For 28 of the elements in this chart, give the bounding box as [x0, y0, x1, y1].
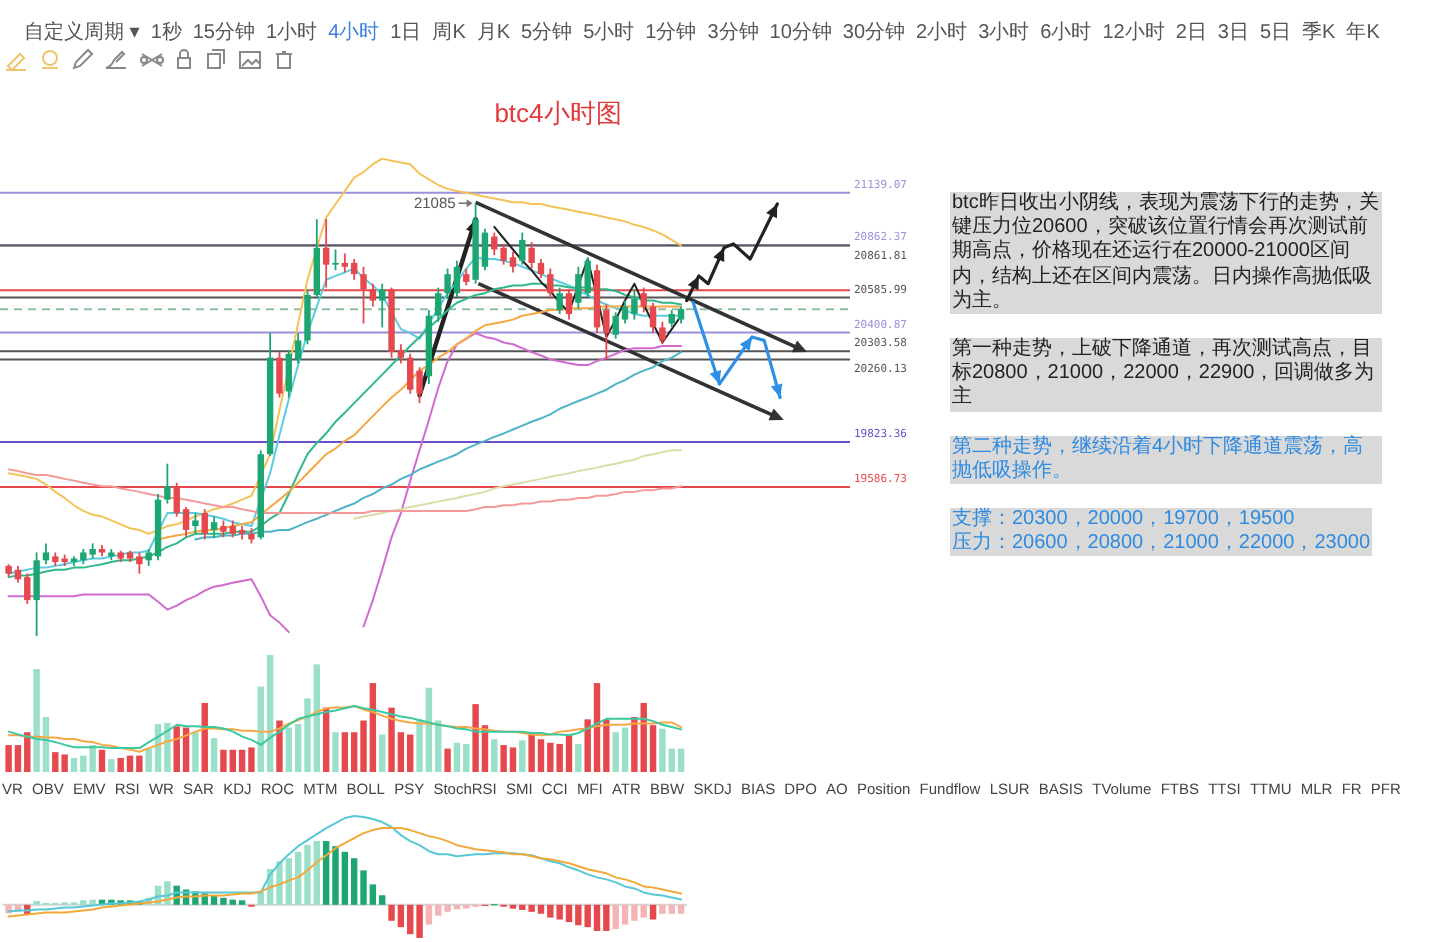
text: 6小时 — [1040, 20, 1092, 44]
text: 1小时 — [266, 20, 318, 44]
text: btc昨日收出小阴线，表现为震荡下行的走势，关键压力位20600，突破该位置行情会再次测试前期高点，价格现在还运行在20000-21000区间内，结构上还在区间内震荡。日内操作高抛低吸为主。 — [950, 192, 1382, 315]
text: 2日 — [1175, 22, 1207, 44]
text: 30分钟 — [842, 20, 906, 44]
text: 年K — [1346, 20, 1381, 44]
text: 月K — [476, 22, 511, 44]
text: 10分钟 — [769, 20, 832, 44]
text: 1秒 — [150, 20, 182, 44]
text: 5小时 — [583, 20, 635, 44]
text: 1分钟 — [645, 20, 697, 44]
text: 第二种走势，继续沿着4小时下降通道震荡，高抛低吸操作。 — [950, 436, 1382, 485]
text: 2小时 — [916, 20, 968, 44]
text: 12小时 — [1102, 20, 1165, 44]
text: 5分钟 — [521, 20, 573, 44]
text: 3小时 — [978, 20, 1030, 44]
chart-title: btc4小时图 — [494, 98, 622, 128]
text: 15分钟 — [192, 20, 255, 44]
text: 3日 — [1217, 22, 1249, 44]
text: 支撑：20300，20000，19700，19500 压力：20600，20800，21000，22000，23000 — [950, 508, 1373, 557]
text: 5日 — [1259, 22, 1292, 44]
text: 周K — [432, 22, 467, 44]
text: 4小时 — [328, 20, 380, 44]
text: 自定义周期 ▾ — [24, 20, 140, 44]
text: 第一种走势，上破下降通道，再次测试高点，目标20800，21000，22000，22900，回调做多为主 — [950, 338, 1382, 412]
text: 1日 — [390, 22, 422, 44]
text: 季K — [1302, 20, 1337, 44]
text: 3分钟 — [707, 20, 759, 44]
